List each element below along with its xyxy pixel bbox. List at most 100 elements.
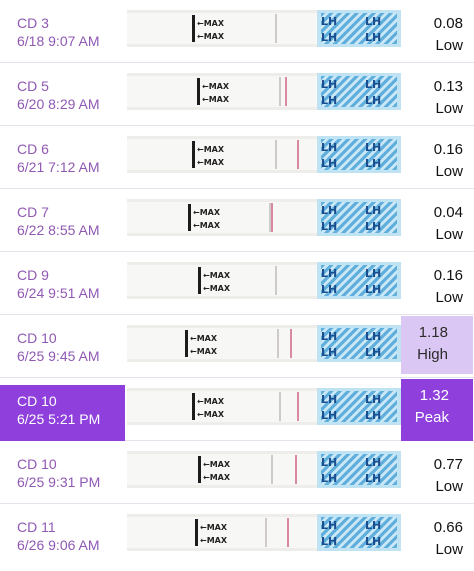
strip-brand-text: LH xyxy=(365,15,382,28)
max-label: ←MAX xyxy=(202,82,230,91)
lh-value: 0.16 xyxy=(433,141,463,158)
result-cell[interactable]: 0.08 Low xyxy=(401,7,473,63)
test-line xyxy=(265,518,267,547)
result-cell[interactable]: 0.16 Low xyxy=(401,133,473,189)
test-timestamp: 6/25 5:21 PM xyxy=(17,411,101,427)
test-timestamp: 6/22 8:55 AM xyxy=(17,222,100,238)
cycle-day: CD 7 xyxy=(17,204,49,220)
strip-brand-text: LH xyxy=(365,346,382,359)
result-cell[interactable]: 0.16 Low xyxy=(401,259,473,315)
strip-brand-text: LH xyxy=(365,283,382,296)
test-label[interactable]: CD 7 6/22 8:55 AM xyxy=(0,196,125,252)
row-divider xyxy=(0,125,474,126)
test-label[interactable]: CD 5 6/20 8:29 AM xyxy=(0,70,125,126)
max-label: ←MAX xyxy=(202,95,230,104)
result-cell[interactable]: 1.18 High xyxy=(401,316,473,374)
test-strip-image[interactable]: ←MAX ←MAX LH LH LH LH xyxy=(127,136,401,173)
result-cell[interactable]: 0.77 Low xyxy=(401,448,473,504)
test-strip-image[interactable]: ←MAX ←MAX LH LH LH LH xyxy=(127,199,401,236)
test-label[interactable]: CD 10 6/25 5:21 PM xyxy=(0,385,125,441)
cycle-day: CD 10 xyxy=(17,393,57,409)
strip-handle xyxy=(127,139,317,170)
max-label: ←MAX xyxy=(193,221,221,230)
test-result-row[interactable]: CD 10 6/25 9:31 PM ←MAX ←MAX LH LH LH LH… xyxy=(0,448,474,504)
strip-pattern xyxy=(321,454,397,485)
test-result-row[interactable]: CD 7 6/22 8:55 AM ←MAX ←MAX LH LH LH LH … xyxy=(0,196,474,252)
test-line xyxy=(277,329,279,358)
max-line xyxy=(188,204,191,231)
result-cell[interactable]: 1.32 Peak xyxy=(401,379,473,441)
strip-brand-text: LH xyxy=(365,472,382,485)
max-label: ←MAX xyxy=(190,347,218,356)
max-line xyxy=(195,519,198,546)
lh-level: Low xyxy=(435,541,463,558)
max-label: ←MAX xyxy=(203,271,231,280)
strip-brand-text: LH xyxy=(321,409,338,422)
lh-value: 0.66 xyxy=(433,519,463,536)
max-label: ←MAX xyxy=(197,32,225,41)
test-strip-image[interactable]: ←MAX ←MAX LH LH LH LH xyxy=(127,325,401,362)
lh-value: 0.13 xyxy=(433,78,463,95)
strip-pattern xyxy=(321,517,397,548)
test-label[interactable]: CD 10 6/25 9:31 PM xyxy=(0,448,125,504)
result-cell[interactable]: 0.66 Low xyxy=(401,511,473,567)
strip-brand-text: LH xyxy=(321,346,338,359)
strip-brand-text: LH xyxy=(321,519,338,532)
test-label[interactable]: CD 11 6/26 9:06 AM xyxy=(0,511,125,567)
test-strip-image[interactable]: ←MAX ←MAX LH LH LH LH xyxy=(127,262,401,299)
test-result-row[interactable]: CD 5 6/20 8:29 AM ←MAX ←MAX LH LH LH LH … xyxy=(0,70,474,126)
test-result-row[interactable]: CD 10 6/25 5:21 PM ←MAX ←MAX LH LH LH LH… xyxy=(0,379,474,441)
test-result-row[interactable]: CD 6 6/21 7:12 AM ←MAX ←MAX LH LH LH LH … xyxy=(0,133,474,189)
strip-brand-text: LH xyxy=(365,456,382,469)
test-result-row[interactable]: CD 11 6/26 9:06 AM ←MAX ←MAX LH LH LH LH… xyxy=(0,511,474,567)
test-strip-image[interactable]: ←MAX ←MAX LH LH LH LH xyxy=(127,73,401,110)
strip-brand-text: LH xyxy=(321,141,338,154)
test-result-row[interactable]: CD 9 6/24 9:51 AM ←MAX ←MAX LH LH LH LH … xyxy=(0,259,474,315)
max-label: ←MAX xyxy=(197,145,225,154)
strip-brand-text: LH xyxy=(321,94,338,107)
row-divider xyxy=(0,188,474,189)
strip-brand-text: LH xyxy=(365,409,382,422)
strip-window: LH LH LH LH xyxy=(317,73,401,110)
test-label[interactable]: CD 10 6/25 9:45 AM xyxy=(0,322,125,378)
lh-value: 0.16 xyxy=(433,267,463,284)
result-cell[interactable]: 0.13 Low xyxy=(401,70,473,126)
strip-brand-text: LH xyxy=(321,393,338,406)
strip-brand-text: LH xyxy=(365,519,382,532)
test-line xyxy=(269,203,271,232)
result-cell[interactable]: 0.04 Low xyxy=(401,196,473,252)
test-strip-image[interactable]: ←MAX ←MAX LH LH LH LH xyxy=(127,10,401,47)
strip-brand-text: LH xyxy=(321,204,338,217)
max-line xyxy=(185,330,188,357)
test-strip-image[interactable]: ←MAX ←MAX LH LH LH LH xyxy=(127,451,401,488)
strip-brand-text: LH xyxy=(321,472,338,485)
test-strip-image[interactable]: ←MAX ←MAX LH LH LH LH xyxy=(127,514,401,551)
strip-brand-text: LH xyxy=(365,535,382,548)
test-label[interactable]: CD 9 6/24 9:51 AM xyxy=(0,259,125,315)
strip-window: LH LH LH LH xyxy=(317,388,401,425)
strip-pattern xyxy=(321,328,397,359)
test-result-row[interactable]: CD 3 6/18 9:07 AM ←MAX ←MAX LH LH LH LH … xyxy=(0,7,474,63)
row-divider xyxy=(0,251,474,252)
test-line xyxy=(297,392,299,421)
test-line xyxy=(279,392,281,421)
test-label[interactable]: CD 6 6/21 7:12 AM xyxy=(0,133,125,189)
strip-handle xyxy=(127,265,317,296)
row-divider xyxy=(0,62,474,63)
strip-handle xyxy=(127,454,317,485)
strip-handle xyxy=(127,202,317,233)
strip-brand-text: LH xyxy=(365,220,382,233)
max-label: ←MAX xyxy=(200,523,228,532)
test-timestamp: 6/25 9:45 AM xyxy=(17,348,100,364)
test-strip-image[interactable]: ←MAX ←MAX LH LH LH LH xyxy=(127,388,401,425)
max-label: ←MAX xyxy=(197,410,225,419)
test-label[interactable]: CD 3 6/18 9:07 AM xyxy=(0,7,125,63)
row-divider xyxy=(0,503,474,504)
test-timestamp: 6/25 9:31 PM xyxy=(17,474,101,490)
test-line xyxy=(275,14,277,43)
test-timestamp: 6/26 9:06 AM xyxy=(17,537,100,553)
strip-window: LH LH LH LH xyxy=(317,262,401,299)
lh-value: 0.08 xyxy=(433,15,463,32)
test-result-row[interactable]: CD 10 6/25 9:45 AM ←MAX ←MAX LH LH LH LH… xyxy=(0,316,474,378)
